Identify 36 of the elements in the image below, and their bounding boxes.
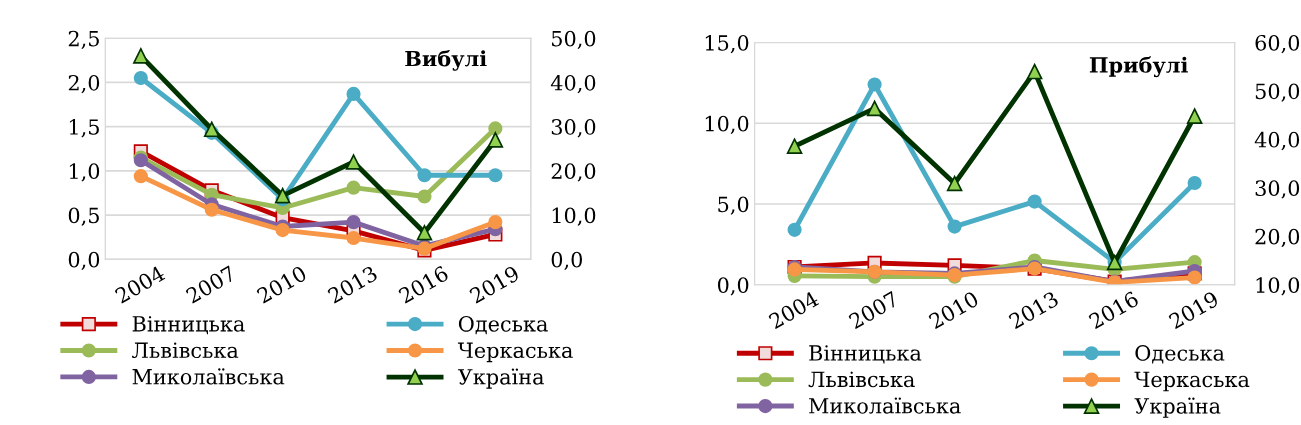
- legend-label: Львівська: [808, 371, 915, 388]
- y-tick-label: 0,0: [717, 277, 749, 296]
- y-tick-label: 2,5: [68, 30, 99, 49]
- y2-tick-label: 40,0: [550, 74, 596, 94]
- legend-label: Черкаська: [1134, 371, 1250, 392]
- y2-tick-label: 10,0: [1256, 277, 1300, 296]
- y2-tick-label: 0,0: [551, 251, 582, 270]
- y2-tick-label: 20,0: [1255, 228, 1300, 248]
- legend-label: Одеська: [458, 315, 548, 335]
- y2-tick-label: 30,0: [551, 119, 596, 138]
- legend-label: Одеська: [1135, 345, 1225, 364]
- legend-label: Україна: [1134, 397, 1221, 418]
- y2-tick-label: 30,0: [1255, 180, 1300, 199]
- legend-label: Вінницька: [132, 316, 245, 335]
- legend-label: Україна: [457, 368, 544, 389]
- text: Вибулі: [405, 49, 487, 71]
- y2-tick-label: 50,0: [1255, 83, 1300, 102]
- legend-label: Вінницька: [809, 345, 922, 364]
- y-tick-label: 0,0: [68, 251, 100, 270]
- text: Прибулі: [1089, 56, 1188, 78]
- y-tick-label: 15,0: [705, 34, 749, 54]
- y2-tick-label: 10,0: [552, 207, 596, 226]
- legend-label: Миколаївська: [809, 397, 961, 414]
- y-tick-label: 5,0: [718, 196, 749, 215]
- legend-label: Черкаська: [457, 342, 573, 363]
- y2-tick-label: 60,0: [1255, 34, 1300, 54]
- y-tick-label: 10,0: [705, 115, 749, 134]
- legend-label: Львівська: [132, 342, 239, 359]
- y-tick-label: 0,5: [68, 207, 99, 226]
- y2-tick-label: 20,0: [551, 163, 596, 182]
- y2-tick-label: 40,0: [1254, 131, 1300, 151]
- legend-label: Миколаївська: [132, 368, 285, 385]
- y2-tick-label: 50,0: [552, 30, 596, 49]
- y-tick-label: 1,5: [69, 119, 99, 138]
- y-tick-label: 2,0: [68, 74, 100, 94]
- y-tick-label: 1,0: [69, 163, 100, 182]
